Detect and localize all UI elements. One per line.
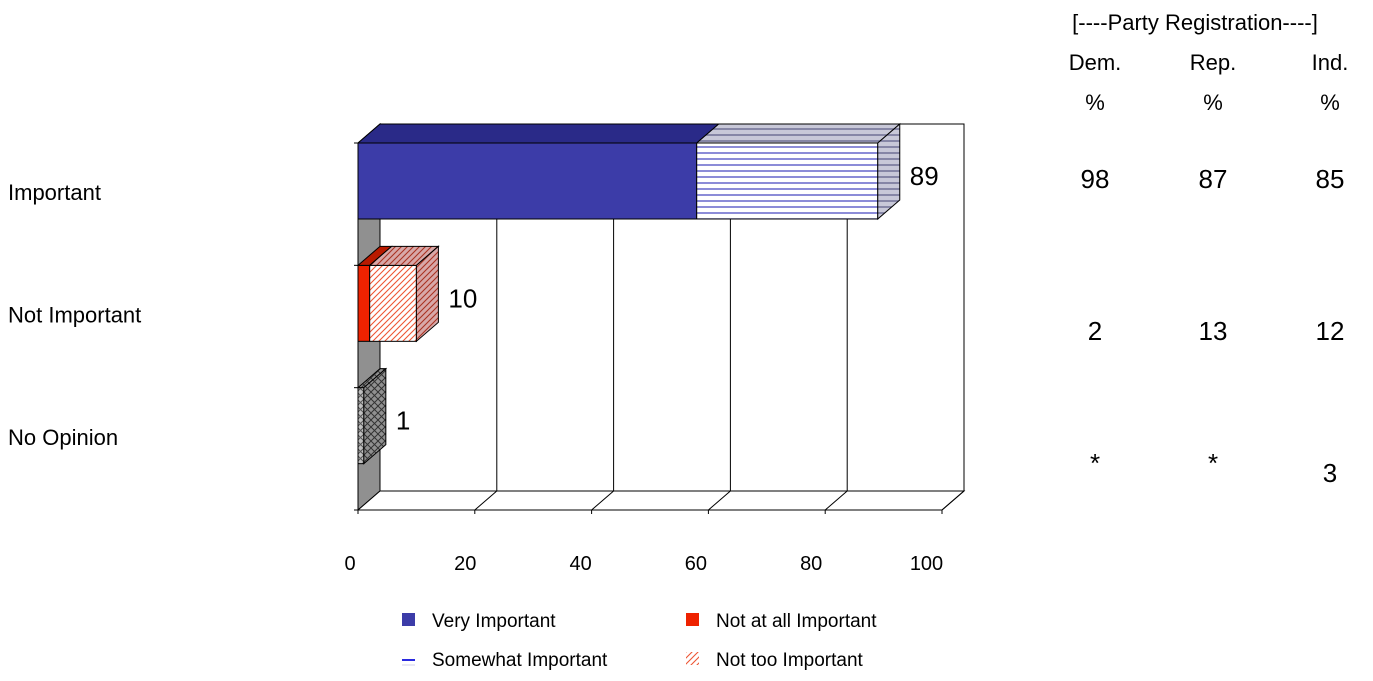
floor: [356, 490, 966, 511]
table-column-unit: %: [1085, 90, 1105, 115]
bars: [356, 122, 902, 465]
bar-segment: [369, 264, 417, 342]
table-column-unit: %: [1203, 90, 1223, 115]
legend-swatch: [402, 613, 415, 626]
bar-side: [877, 122, 901, 221]
x-tick-label: 20: [454, 553, 476, 575]
bar-segment: [357, 387, 365, 465]
bar-total-label: 89: [910, 161, 939, 191]
bar-segment: [696, 142, 879, 220]
bar-total-labels: 89 10 1: [396, 161, 939, 436]
table-cell: 85: [1316, 164, 1345, 194]
bar-side: [415, 245, 439, 343]
bar-segment: [357, 264, 371, 342]
category-label: Not Important: [8, 303, 141, 328]
table-cell: 87: [1199, 164, 1228, 194]
party-registration-table: [----Party Registration----] Dem.% Rep.% In…: [1069, 10, 1349, 488]
bar-segment: [357, 142, 698, 220]
x-tick-label: 40: [569, 553, 591, 575]
floor-gridline: [474, 490, 498, 511]
table-column-unit: %: [1320, 90, 1340, 115]
table-cell: *: [1208, 448, 1218, 478]
x-tick-label: 100: [910, 553, 943, 575]
x-tick-labels: 0 20 40 60 80 100: [344, 553, 943, 575]
bar-side: [363, 367, 387, 465]
table-cell: *: [1090, 448, 1100, 478]
legend-swatch: [686, 652, 699, 665]
bar-total-label: 10: [448, 283, 477, 313]
legend-label: Very Important: [432, 611, 556, 632]
table-column-header: Ind.: [1312, 50, 1349, 75]
floor-gridline: [591, 490, 614, 511]
table-cell: 98: [1081, 164, 1110, 194]
legend-swatch: [686, 613, 699, 626]
category-labels: Important Not Important No Opinion: [8, 180, 141, 450]
legend: Very Important Somewhat Important Not at a…: [402, 611, 877, 671]
x-tick-label: 80: [800, 553, 822, 575]
x-tick-label: 60: [685, 553, 707, 575]
bar-top: [356, 123, 721, 144]
table-column-header: Dem.: [1069, 50, 1122, 75]
legend-label: Not too Important: [716, 650, 864, 671]
category-label: No Opinion: [8, 425, 118, 450]
floor-gridline: [824, 490, 848, 511]
legend-label: Somewhat Important: [432, 650, 608, 671]
category-label: Important: [8, 180, 101, 205]
x-tick-label: 0: [344, 553, 355, 575]
legend-label: Not at all Important: [716, 611, 877, 632]
table-cell: 2: [1088, 316, 1102, 346]
floor-gridline: [708, 490, 731, 511]
table-cell: 3: [1323, 458, 1337, 488]
bar-top: [695, 123, 902, 144]
floor-gridline: [941, 490, 965, 511]
bar-total-label: 1: [396, 406, 410, 436]
table-cell: 13: [1199, 316, 1228, 346]
table-cell: 12: [1316, 316, 1345, 346]
table-group-header: [----Party Registration----]: [1072, 10, 1318, 35]
table-column-header: Rep.: [1190, 50, 1236, 75]
